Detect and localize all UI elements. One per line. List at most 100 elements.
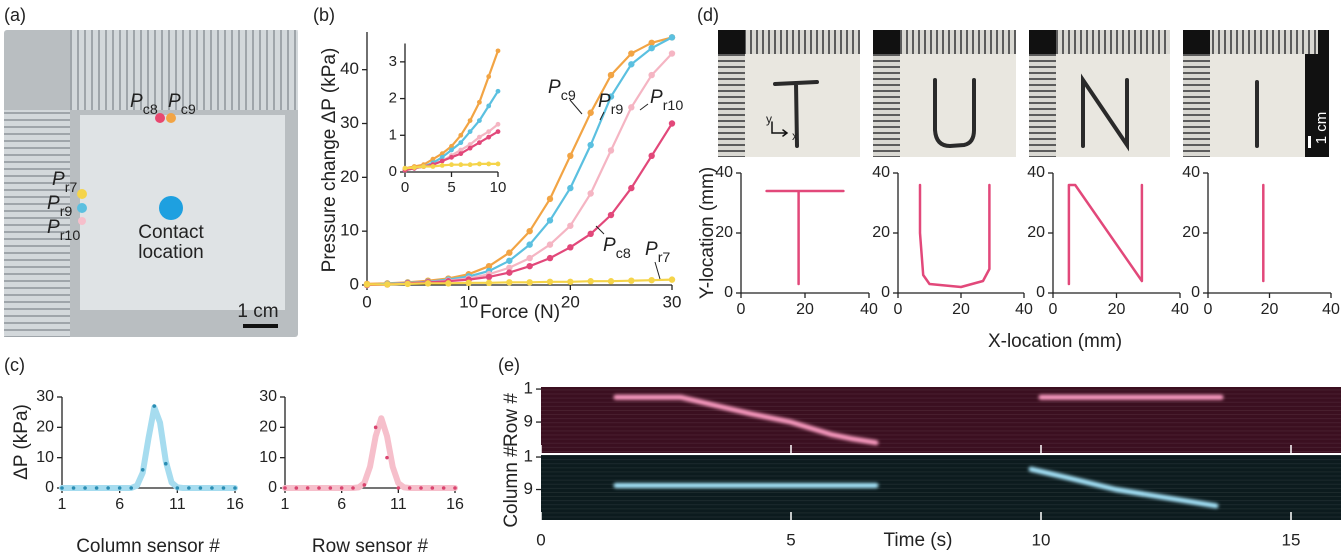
series-marker	[495, 88, 501, 94]
x-tick-label: 0	[894, 301, 903, 318]
annotation-leader	[569, 99, 583, 115]
series-marker	[94, 486, 99, 490]
series-marker	[546, 217, 554, 224]
series-marker	[477, 161, 482, 167]
series-marker	[198, 486, 203, 490]
series-marker	[430, 164, 436, 169]
series-marker	[419, 486, 423, 490]
series-marker	[506, 249, 513, 256]
series-marker	[485, 279, 493, 287]
series-marker	[430, 486, 435, 490]
series-marker	[453, 486, 457, 490]
y-tick-label: 20	[36, 419, 54, 436]
series-marker	[648, 39, 655, 46]
y-tick-label: 0	[1191, 284, 1200, 301]
photo-a	[4, 30, 298, 337]
series-marker	[486, 134, 492, 140]
series-marker	[628, 277, 635, 284]
series-marker	[607, 93, 615, 100]
x-tick-label: 40	[860, 301, 878, 318]
series-marker	[486, 161, 492, 167]
series-marker	[477, 140, 482, 146]
series-marker	[477, 118, 482, 123]
series-marker	[458, 147, 464, 153]
series-marker	[628, 61, 635, 68]
y-tick-label: 40	[715, 164, 733, 181]
sensor-label: Pr9	[47, 193, 72, 220]
series-marker	[439, 151, 445, 157]
series-marker	[628, 184, 635, 192]
x-tick-label: 40	[1015, 301, 1033, 318]
series-marker	[152, 404, 157, 408]
x-tick-label: 40	[1322, 301, 1340, 318]
series-label: Pr9	[598, 91, 623, 118]
sensor-label: Pr10	[47, 217, 80, 244]
series-marker	[385, 455, 389, 460]
series-marker	[430, 156, 436, 162]
series-marker	[458, 140, 464, 146]
x-tick-label: 20	[561, 292, 580, 311]
series-marker	[607, 211, 615, 219]
series-marker	[363, 281, 371, 288]
series-marker	[567, 244, 574, 251]
series-marker	[587, 190, 594, 197]
series-line	[918, 183, 991, 289]
y-axis-label: Column #	[501, 446, 522, 528]
y-tick-label: 20	[1182, 224, 1200, 241]
series-marker	[546, 278, 554, 285]
series-line	[1067, 183, 1144, 286]
series-marker	[668, 34, 676, 41]
scale-bar-label: 1 cm	[1313, 112, 1330, 145]
x-tick-label: 0	[362, 292, 371, 311]
x-tick-label: 11	[390, 496, 407, 513]
series-marker	[449, 143, 454, 149]
x-tick-label: 0	[737, 301, 746, 318]
series-marker	[486, 129, 492, 135]
y-tick-label: 40	[1182, 164, 1200, 181]
x-axis-label: X-location (mm)	[988, 331, 1122, 352]
y-tick-label: 40	[1027, 164, 1045, 181]
series-marker	[402, 165, 408, 171]
panel-label: (e)	[498, 355, 520, 375]
series-marker	[668, 120, 676, 127]
x-tick-label: 10	[490, 179, 507, 196]
series-marker	[467, 162, 473, 168]
series-marker	[495, 161, 501, 167]
y-tick-label: 1	[524, 447, 533, 466]
y-tick-label: 0	[1036, 284, 1045, 301]
series-marker	[362, 483, 367, 487]
series-marker	[506, 257, 513, 264]
x-tick-label: 6	[337, 496, 346, 513]
series-marker	[526, 262, 533, 270]
x-tick-label: 0	[1204, 301, 1213, 318]
series-marker	[439, 158, 445, 164]
series-label: Pr7	[645, 239, 670, 266]
series-marker	[351, 486, 355, 490]
annotation-leader	[639, 103, 649, 111]
y-tick-label: 1	[524, 379, 533, 398]
series-marker	[439, 162, 445, 168]
y-tick-label: 0	[389, 163, 397, 180]
series-marker	[648, 152, 655, 160]
series-marker	[506, 279, 513, 286]
series-marker	[648, 276, 655, 284]
series-marker	[404, 280, 411, 288]
series-marker	[628, 50, 635, 57]
series-marker	[175, 486, 180, 490]
photo-axis-label: y	[766, 112, 772, 126]
series-marker	[407, 486, 412, 490]
series-marker	[467, 129, 473, 135]
series-marker	[328, 486, 333, 490]
y-tick-label: 10	[36, 449, 54, 466]
panel-label: (c)	[4, 355, 25, 375]
x-tick-label: 20	[952, 301, 970, 318]
series-marker	[411, 165, 417, 170]
sensor-label: Pr7	[52, 169, 77, 196]
series-marker	[467, 118, 473, 123]
panel-label: (d)	[697, 5, 719, 25]
y-tick-label: 0	[724, 284, 733, 301]
y-tick-label: 30	[259, 388, 277, 405]
series-marker	[506, 269, 513, 276]
